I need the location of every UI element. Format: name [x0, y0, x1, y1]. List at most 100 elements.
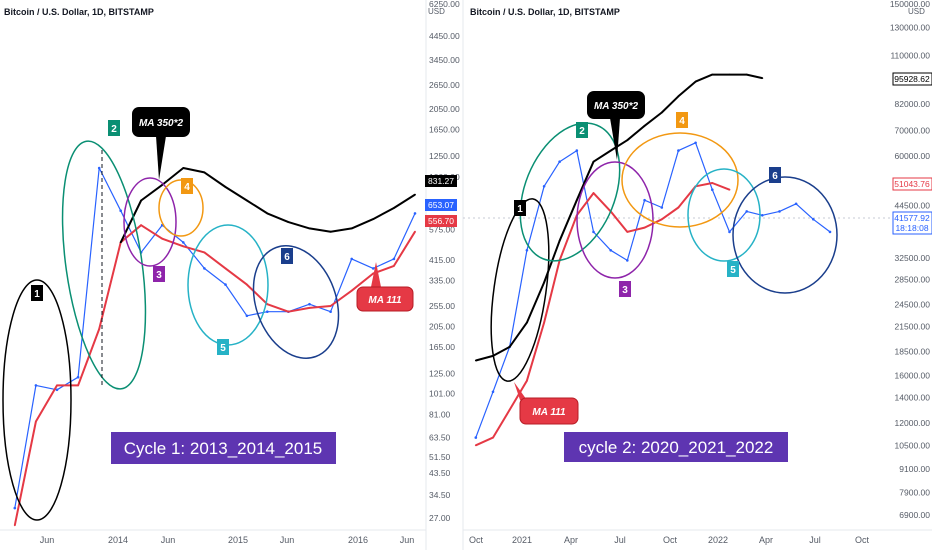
svg-text:MA 111: MA 111	[368, 295, 402, 306]
left-xtick-label: Jun	[40, 535, 55, 545]
right-ytick-label: 12000.00	[895, 418, 931, 428]
left-ytick-label: 2650.00	[429, 80, 460, 90]
right-cycle-2-ellipse	[519, 122, 621, 262]
svg-text:Cycle 1: 2013_2014_2015: Cycle 1: 2013_2014_2015	[124, 439, 323, 458]
left-series-point	[203, 267, 206, 270]
right-series-point	[677, 95, 680, 98]
right-ytick-label: 28500.00	[895, 275, 931, 285]
left-series-point	[308, 302, 311, 306]
right-cycle-6-ellipse	[732, 176, 838, 294]
right-series-point	[575, 199, 578, 202]
left-ytick-label: 125.00	[429, 368, 455, 378]
right-series-point	[592, 160, 595, 163]
left-series-point	[287, 310, 290, 313]
right-cycle-1-ellipse	[490, 198, 550, 382]
right-cycle-5-label: 5	[727, 261, 739, 277]
right-series-point	[711, 182, 714, 184]
right-ytick-label: 10500.00	[895, 440, 931, 450]
left-series-point	[119, 209, 122, 212]
svg-text:MA 111: MA 111	[532, 407, 566, 418]
right-ytick-label: 82000.00	[895, 99, 931, 109]
left-series-point	[287, 221, 290, 224]
right-x-axis: Oct 2021 Apr Jul Oct 2022 Apr Jul Oct	[469, 535, 870, 545]
right-series-point	[694, 80, 697, 83]
right-cycle-3-ellipse	[576, 161, 654, 279]
left-series-point	[329, 230, 332, 233]
right-ytick-label: 14000.00	[895, 393, 931, 403]
right-series-point	[626, 231, 629, 233]
left-ma350-callout: MA 350*2	[132, 107, 190, 180]
left-ytick-label: 205.00	[429, 322, 455, 332]
left-series-point	[350, 289, 353, 292]
right-xtick-label: 2021	[512, 535, 532, 545]
right-series-point	[660, 111, 663, 114]
right-series-point	[728, 230, 731, 234]
right-xtick-label: Jul	[809, 535, 821, 545]
left-series-point	[393, 265, 395, 267]
right-ytick-label: 9100.00	[899, 464, 930, 474]
left-series-point	[246, 283, 248, 286]
right-ytick-label: 60000.00	[895, 151, 931, 161]
right-ytick-label: 150000.00	[890, 0, 930, 9]
left-series-point	[76, 375, 80, 379]
right-cycle-5-ellipse	[687, 168, 761, 262]
left-xtick-label: Jun	[400, 535, 415, 545]
svg-text:95928.62: 95928.62	[894, 74, 930, 84]
left-series-point	[414, 193, 416, 196]
right-cycle-banner: cycle 2: 2020_2021_2022	[564, 432, 788, 462]
right-series-point	[525, 249, 529, 252]
svg-text:MA 350*2: MA 350*2	[139, 118, 184, 129]
right-price-tag-ma111: 51043.76	[892, 177, 932, 191]
right-ytick-label: 16000.00	[895, 370, 931, 380]
left-series-line-ma-350-2	[119, 167, 416, 243]
right-series-point	[492, 436, 494, 439]
left-ytick-label: 575.00	[429, 224, 455, 234]
left-series-point	[35, 420, 37, 423]
left-cycle-4-label: 4	[181, 178, 193, 194]
left-cycle-3-ellipse	[123, 177, 177, 267]
left-xtick-label: 2016	[348, 535, 368, 545]
right-cycle-3-label: 3	[619, 281, 631, 297]
right-series-point	[761, 77, 764, 79]
left-series-point	[182, 241, 185, 244]
right-xtick-label: Oct	[663, 535, 678, 545]
right-xtick-label: Apr	[564, 535, 578, 545]
right-xtick-label: Oct	[855, 535, 870, 545]
left-series-point	[372, 218, 375, 221]
left-ytick-label: 101.00	[429, 388, 455, 398]
right-series-point	[643, 226, 646, 229]
left-series-point	[140, 224, 143, 227]
left-series-point	[224, 186, 227, 188]
right-price-tag-ma350: 95928.62	[892, 72, 932, 86]
right-ytick-label: 7900.00	[899, 488, 930, 498]
svg-text:1: 1	[517, 204, 523, 215]
svg-text:3: 3	[156, 270, 162, 281]
left-cycle-5-ellipse	[187, 224, 269, 346]
left-series-point	[203, 171, 206, 174]
svg-text:2: 2	[111, 124, 117, 135]
left-series-point	[140, 199, 143, 202]
left-ma111-callout: MA 111	[356, 262, 414, 312]
left-currency-label: USD	[428, 7, 445, 16]
right-series-point	[660, 218, 663, 221]
left-cycle-banner: Cycle 1: 2013_2014_2015	[111, 432, 336, 464]
svg-text:5: 5	[220, 343, 226, 354]
right-series-point	[711, 73, 714, 76]
right-series-point	[794, 202, 798, 206]
left-series-point	[246, 199, 248, 202]
right-series-point	[526, 321, 528, 324]
right-series-point	[728, 73, 731, 76]
svg-text:5: 5	[730, 265, 736, 276]
left-ytick-label: 255.00	[429, 301, 455, 311]
left-series-point	[119, 241, 122, 244]
right-cycle-4-label: 4	[676, 112, 688, 128]
right-series-point	[558, 160, 561, 163]
left-cycle-1-ellipse	[2, 279, 72, 521]
svg-text:3: 3	[622, 285, 628, 296]
left-ytick-label: 63.50	[429, 432, 451, 442]
left-series-point	[161, 237, 164, 240]
svg-text:556.70: 556.70	[428, 216, 454, 226]
right-series-point	[474, 444, 477, 447]
left-ytick-label: 2050.00	[429, 104, 460, 114]
left-ytick-label: 51.50	[429, 452, 451, 462]
